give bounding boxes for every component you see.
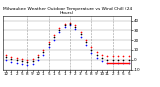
Point <box>63 27 66 28</box>
Point <box>26 59 28 60</box>
Title: Milwaukee Weather Outdoor Temperature vs Wind Chill (24 Hours): Milwaukee Weather Outdoor Temperature vs… <box>3 7 132 15</box>
Point <box>122 59 124 60</box>
Point <box>42 54 44 56</box>
Point <box>15 59 18 60</box>
Point <box>85 41 87 43</box>
Point <box>26 61 28 62</box>
Point <box>47 46 50 48</box>
Point <box>15 62 18 63</box>
Point <box>53 37 55 38</box>
Point <box>95 54 98 56</box>
Point <box>101 60 103 62</box>
Point <box>10 58 12 60</box>
Point <box>42 49 44 51</box>
Point <box>5 54 7 56</box>
Point <box>106 62 108 63</box>
Point <box>127 62 130 63</box>
Point <box>21 63 23 64</box>
Point <box>58 28 60 29</box>
Point <box>90 49 92 51</box>
Point <box>15 57 18 59</box>
Point <box>90 52 92 54</box>
Point <box>79 37 82 38</box>
Point <box>69 22 71 23</box>
Point <box>79 34 82 35</box>
Point <box>58 32 60 33</box>
Point <box>5 56 7 58</box>
Point <box>5 59 7 60</box>
Point <box>79 32 82 33</box>
Point <box>95 51 98 53</box>
Point <box>31 58 34 60</box>
Point <box>85 39 87 41</box>
Point <box>74 25 76 26</box>
Point <box>85 44 87 46</box>
Point <box>37 54 39 56</box>
Point <box>47 41 50 43</box>
Point <box>101 54 103 56</box>
Point <box>26 64 28 65</box>
Point <box>122 62 124 63</box>
Point <box>37 59 39 60</box>
Point <box>31 63 34 64</box>
Point <box>53 39 55 41</box>
Point <box>47 43 50 45</box>
Point <box>53 35 55 36</box>
Point <box>10 56 12 58</box>
Point <box>122 55 124 57</box>
Point <box>111 59 114 60</box>
Point <box>74 27 76 28</box>
Point <box>21 60 23 62</box>
Point <box>106 55 108 57</box>
Point <box>101 57 103 59</box>
Point <box>117 55 119 57</box>
Point <box>69 25 71 26</box>
Point <box>37 56 39 58</box>
Point <box>117 62 119 63</box>
Point <box>111 55 114 57</box>
Point <box>63 24 66 25</box>
Point <box>106 59 108 60</box>
Point <box>69 23 71 24</box>
Point <box>21 58 23 60</box>
Point <box>127 59 130 60</box>
Point <box>127 55 130 57</box>
Point <box>111 62 114 63</box>
Point <box>42 51 44 53</box>
Point <box>95 57 98 59</box>
Point <box>10 61 12 62</box>
Point <box>58 30 60 31</box>
Point <box>31 60 34 62</box>
Point <box>74 29 76 30</box>
Point <box>117 59 119 60</box>
Point <box>90 46 92 48</box>
Point <box>63 25 66 26</box>
